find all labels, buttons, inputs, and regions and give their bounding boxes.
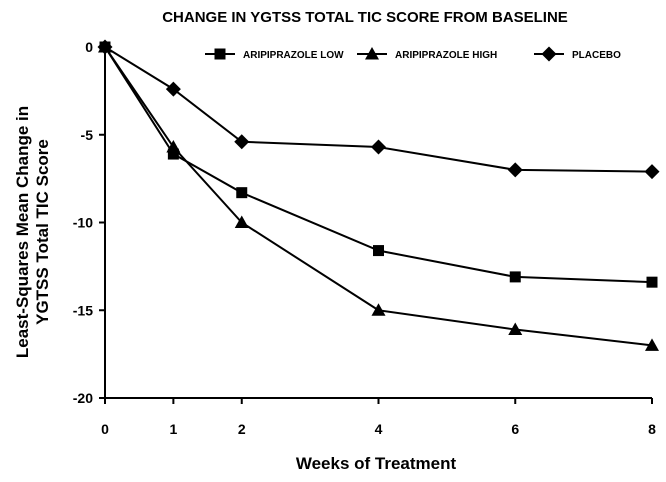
series-line [104,46,653,284]
data-point-square [236,187,248,199]
y-tick-label: -15 [73,302,93,318]
series-diamond [97,39,660,180]
legend-label: ARIPIPRAZOLE LOW [243,50,344,61]
data-point-square [167,148,179,160]
data-point-triangle [234,215,249,228]
series-line [104,46,653,347]
y-axis-label: Least-Squares Mean Change in YGTSS Total… [13,106,52,358]
data-point-triangle [645,338,659,351]
legend-item: PLACEBO [534,46,621,62]
legend-item: ARIPIPRAZOLE HIGH [357,47,497,61]
series-square [99,41,658,288]
series-line [104,46,653,173]
data-point-triangle [508,322,523,336]
y-axis-label-line-1: Least-Squares Mean Change in [13,106,32,358]
data-point-diamond [165,81,181,97]
series-triangle [98,40,659,351]
x-tick-label: 2 [238,421,246,437]
x-tick-label: 6 [511,421,519,437]
x-axis-label: Weeks of Treatment [296,454,457,473]
x-tick-label: 0 [101,421,109,437]
data-point-diamond [97,39,113,55]
data-point-diamond [507,162,523,178]
x-tick-label: 1 [169,421,177,437]
y-axis-label-line-2: YGTSS Total TIC Score [33,139,52,325]
data-point-diamond [371,139,386,155]
x-tick-label: 4 [375,421,383,437]
data-point-diamond [644,164,660,180]
legend-marker-diamond [541,46,557,62]
data-point-triangle [166,140,181,153]
y-tick-label: -5 [81,127,94,143]
y-tick-label: -10 [73,215,93,231]
legend-label: PLACEBO [572,50,621,61]
legend-marker-triangle [365,47,379,60]
y-tick-label: 0 [85,39,93,55]
data-point-square [646,276,658,288]
data-point-diamond [234,134,250,150]
axes: 0 -5 -10 -15 -20 0 1 2 4 6 8 [73,39,656,437]
data-point-square [509,271,521,283]
data-point-triangle [371,303,386,316]
legend-label: ARIPIPRAZOLE HIGH [395,50,497,61]
data-point-square [373,245,384,257]
legend-marker-square [214,48,226,60]
series-layer [97,39,660,351]
legend-item: ARIPIPRAZOLE LOW [205,48,344,61]
legend: ARIPIPRAZOLE LOW ARIPIPRAZOLE HIGH PLACEBO [205,46,621,62]
y-tick-label: -20 [73,390,93,406]
x-tick-label: 8 [648,421,656,437]
chart-title: CHANGE IN YGTSS TOTAL TIC SCORE FROM BAS… [162,9,568,26]
